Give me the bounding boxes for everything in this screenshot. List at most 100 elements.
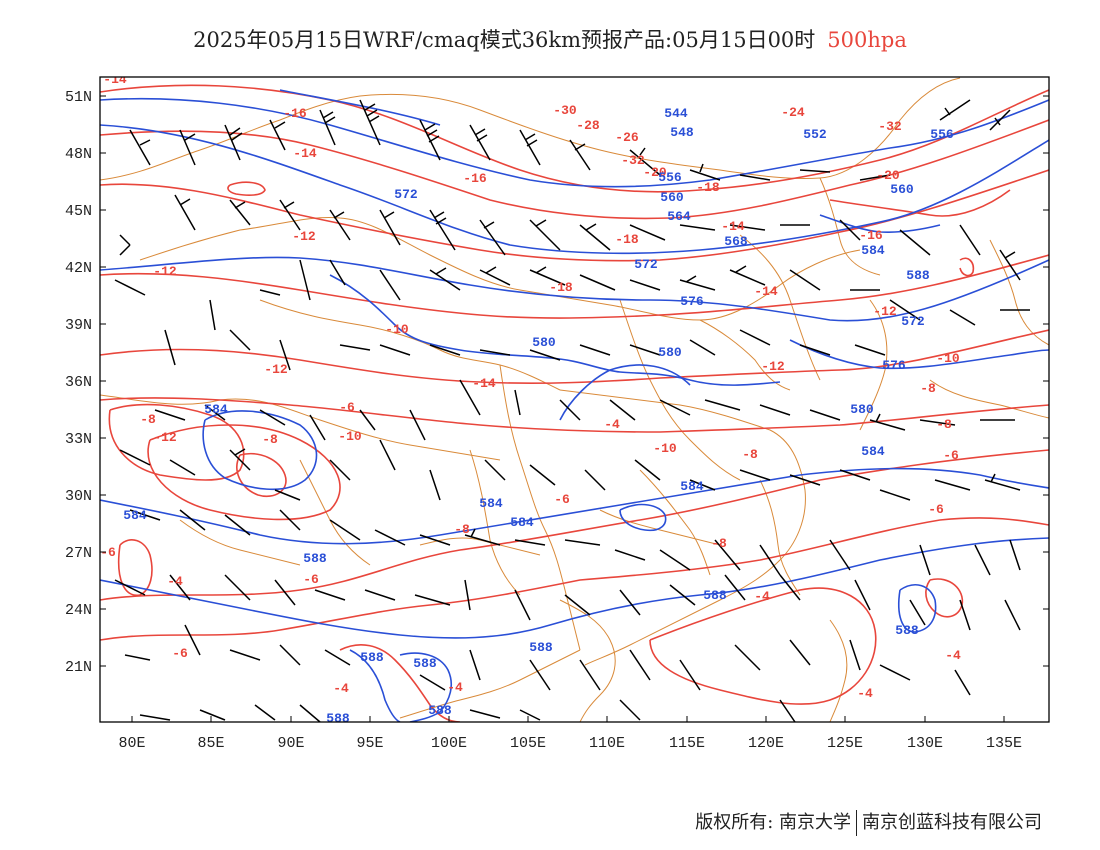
temp-label: -30: [553, 103, 577, 118]
temp-label: -8: [711, 536, 727, 551]
temp-label: -10: [338, 429, 362, 444]
lon-label: 100E: [431, 735, 467, 752]
temperature-labels: -14 -16 -14 -16 -30 -28 -26 -32 -20 -18 …: [100, 77, 961, 663]
longitude-axis: [131, 716, 1005, 722]
temp-label: -14: [721, 219, 745, 234]
lat-label: 27N: [65, 545, 92, 562]
lon-label: 95E: [356, 735, 383, 752]
height-label: 572: [634, 257, 658, 272]
height-contours: [100, 89, 1049, 722]
temp-label: -6: [172, 646, 188, 661]
wind-barbs: [114, 99, 1030, 722]
lat-label: 45N: [65, 203, 92, 220]
temp-label: -10: [653, 441, 677, 456]
height-label: 588: [906, 268, 930, 283]
temp-label: -18: [549, 280, 573, 295]
lat-label: 48N: [65, 146, 92, 163]
lat-label: 36N: [65, 374, 92, 391]
lat-label: 42N: [65, 260, 92, 277]
height-label: 588: [326, 711, 350, 726]
temperature-labels-extra: -4 -4 -4: [333, 680, 873, 701]
height-label: 580: [532, 335, 556, 350]
pressure-level-label: 500hpa: [827, 28, 907, 52]
lon-label: 125E: [827, 735, 863, 752]
height-label: 584: [861, 444, 885, 459]
temp-label: -4: [167, 574, 183, 589]
height-label: 588: [703, 588, 727, 603]
temp-label: -14: [754, 284, 778, 299]
temp-label: -16: [463, 171, 487, 186]
temp-label: -14: [472, 376, 496, 391]
temp-label: -20: [643, 165, 667, 180]
temp-label: -14: [293, 146, 317, 161]
height-label: 588: [529, 640, 553, 655]
temp-label: -12: [153, 430, 177, 445]
height-label: 584: [680, 479, 704, 494]
lon-label: 130E: [907, 735, 943, 752]
lon-label: 120E: [748, 735, 784, 752]
plot-border: [99, 76, 1050, 723]
height-label: 544: [664, 106, 688, 121]
height-label: 556: [930, 127, 954, 142]
lat-label: 24N: [65, 602, 92, 619]
height-label: 588: [360, 650, 384, 665]
temp-label: -24: [781, 105, 805, 120]
height-label: 556: [658, 170, 682, 185]
temp-label: -32: [878, 119, 902, 134]
height-label: 584: [123, 508, 147, 523]
lon-label: 110E: [589, 735, 625, 752]
temp-label: -6: [943, 448, 959, 463]
lon-label: 105E: [510, 735, 546, 752]
height-label: 576: [680, 294, 704, 309]
boundary-lines: [100, 77, 1049, 722]
temp-label: -6: [554, 492, 570, 507]
latitude-labels: 51N 48N 45N 42N 39N 36N 33N 30N 27N 24N …: [65, 89, 92, 676]
height-label: 588: [895, 623, 919, 638]
temp-label: -12: [264, 362, 288, 377]
height-label: 588: [428, 703, 452, 718]
lon-label: 80E: [118, 735, 145, 752]
height-label: 560: [660, 190, 684, 205]
temp-label: -16: [283, 106, 307, 121]
height-label: 548: [670, 125, 694, 140]
temp-label: -6: [100, 545, 116, 560]
lat-label: 39N: [65, 317, 92, 334]
temp-label: -20: [876, 168, 900, 183]
longitude-labels: 80E 85E 90E 95E 100E 105E 110E 115E 120E…: [118, 735, 1022, 752]
temp-label: -12: [873, 304, 897, 319]
title-text: 2025年05月15日WRF/cmaq模式36km预报产品:05月15日00时: [193, 28, 816, 52]
temp-label: -8: [920, 381, 936, 396]
temp-label: -8: [936, 417, 952, 432]
height-label: 560: [890, 182, 914, 197]
temp-label: -12: [153, 264, 177, 279]
temp-label: -4: [333, 681, 349, 696]
temp-label: -4: [447, 680, 463, 695]
height-label: 552: [803, 127, 827, 142]
height-label: 564: [667, 209, 691, 224]
height-label: 584: [204, 402, 228, 417]
temp-label: -10: [936, 351, 960, 366]
temp-label: -6: [303, 572, 319, 587]
lat-label: 51N: [65, 89, 92, 106]
height-label: 588: [303, 551, 327, 566]
temp-label: -32: [621, 153, 645, 168]
temp-label: -4: [754, 589, 770, 604]
map-title: 2025年05月15日WRF/cmaq模式36km预报产品:05月15日00时 5…: [0, 24, 1100, 54]
temp-label: -10: [385, 322, 409, 337]
temp-label: -12: [292, 229, 316, 244]
temp-label: -26: [615, 130, 639, 145]
lon-label: 90E: [277, 735, 304, 752]
temp-label: -4: [945, 648, 961, 663]
lat-label: 21N: [65, 659, 92, 676]
copyright-footer: 版权所有: 南京大学 南京创蓝科技有限公司: [695, 808, 1042, 836]
temp-label: -28: [576, 118, 600, 133]
temp-label: -4: [857, 686, 873, 701]
lat-label: 33N: [65, 431, 92, 448]
height-labels: 544 548 552 556 556 560 560 572 564 568 …: [123, 106, 954, 718]
height-label: 584: [510, 515, 534, 530]
temp-label: -8: [454, 522, 470, 537]
temp-label: -12: [761, 359, 785, 374]
lon-label: 135E: [986, 735, 1022, 752]
lon-label: 85E: [197, 735, 224, 752]
